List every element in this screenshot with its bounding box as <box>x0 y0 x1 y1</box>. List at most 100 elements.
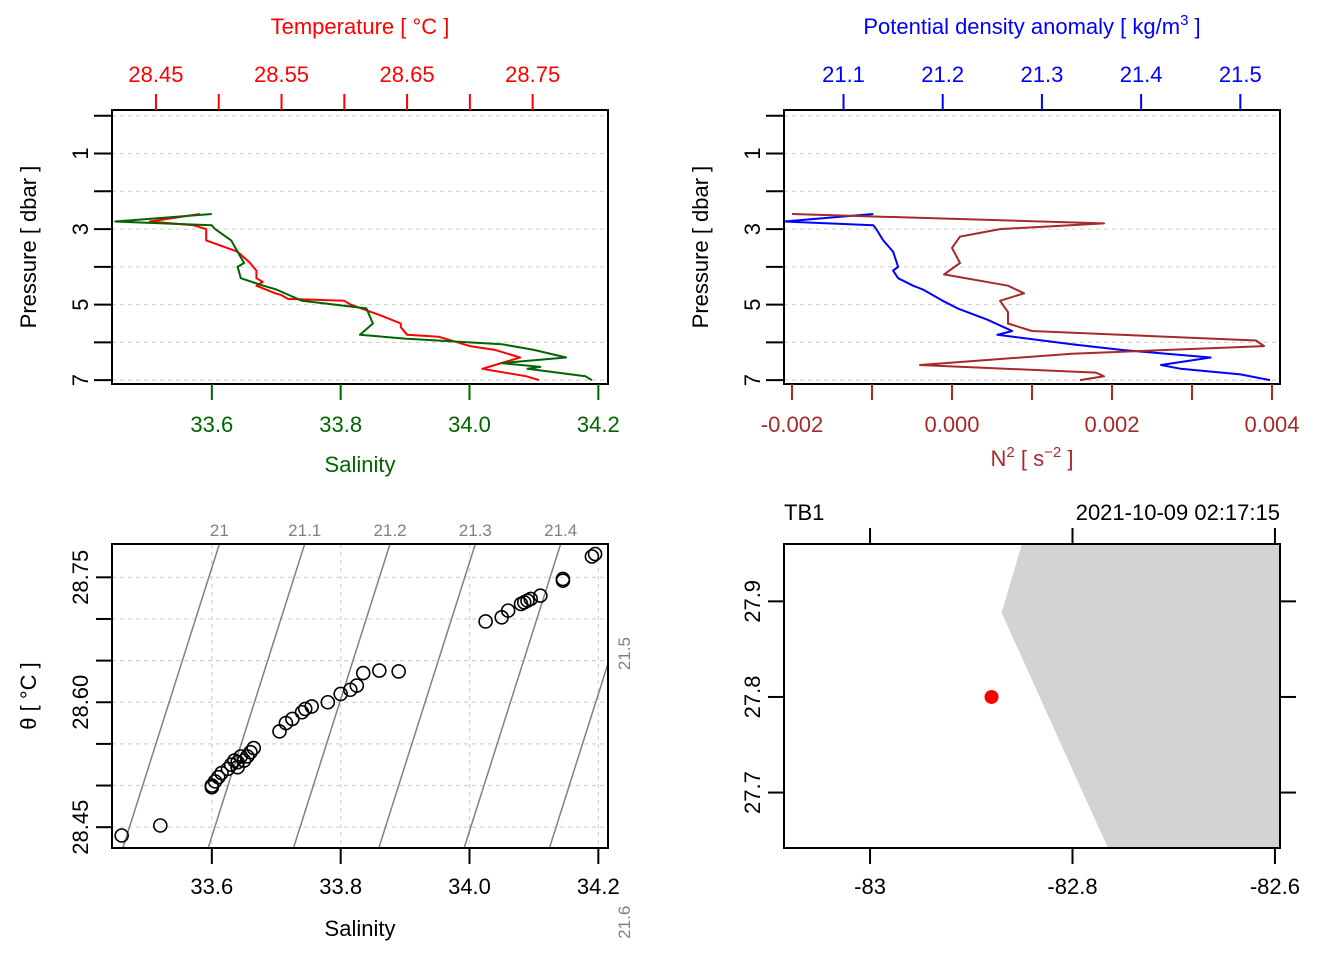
n2-axis-label: N2 [ s−2 ] <box>991 444 1074 471</box>
longitude-tick-label: -82.6 <box>1250 874 1300 899</box>
salinity-tick-label: 33.6 <box>190 874 233 899</box>
longitude-tick-label: -82.8 <box>1047 874 1097 899</box>
pressure-tick-label: 3 <box>740 223 765 235</box>
ts-data-point <box>272 724 287 739</box>
ts-data-point <box>555 571 571 587</box>
density-tick-label: 21.5 <box>1219 62 1262 87</box>
isopycnal-line <box>378 544 477 848</box>
salinity-profile-line <box>114 213 593 381</box>
theta-axis-label: θ [ °C ] <box>16 662 41 729</box>
n2-axis-label-superscript: 2 <box>1006 444 1014 461</box>
salinity-tick-label: 33.8 <box>319 874 362 899</box>
isopycnal-label: 21.4 <box>544 521 577 540</box>
latitude-tick-label: 27.7 <box>740 771 765 814</box>
density-tick-label: 21.2 <box>921 62 964 87</box>
temperature-profile-line <box>148 213 540 382</box>
density-axis-label-end: ] <box>1188 14 1200 39</box>
ts-data-point <box>204 779 220 795</box>
density-axis-label-text: Potential density anomaly [ kg/m <box>863 14 1180 39</box>
temperature-tick-label: 28.45 <box>128 62 183 87</box>
station-marker <box>984 689 999 704</box>
theta-tick-label: 28.75 <box>68 550 93 605</box>
n2-axis-unit-end: ] <box>1061 446 1073 471</box>
theta-tick-label: 28.60 <box>68 675 93 730</box>
station-map-panel: -83 -82.8 -82.6 27.7 27.8 27.9 TB1 2021-10-09 0… <box>740 500 1300 899</box>
latitude-tick-label: 27.8 <box>740 676 765 719</box>
isopycnal-label: 21 <box>210 521 229 540</box>
pressure-tick-label: 5 <box>68 298 93 310</box>
ts-data-point <box>285 711 300 727</box>
n2-tick-label: 0.000 <box>924 412 979 437</box>
ts-data-point <box>372 663 387 678</box>
ts-data-point <box>500 603 516 618</box>
temperature-tick-label: 28.75 <box>505 62 560 87</box>
latitude-tick-label: 27.9 <box>740 580 765 623</box>
ts-data-point <box>349 678 365 693</box>
ts-data-point <box>233 749 249 764</box>
ts-data-point <box>210 769 226 785</box>
n2-tick-label: 0.004 <box>1244 412 1299 437</box>
n2-tick-label: -0.002 <box>761 412 823 437</box>
ts-data-point <box>297 701 313 717</box>
station-timestamp-label: 2021-10-09 02:17:15 <box>1076 500 1280 525</box>
salinity-axis-label: Salinity <box>325 916 396 941</box>
pressure-axis-label: Pressure [ dbar ] <box>16 166 41 329</box>
ts-data-point <box>114 828 129 843</box>
isopycnal-line <box>292 544 391 848</box>
salinity-tick-label: 34.2 <box>577 412 620 437</box>
density-tick-label: 21.4 <box>1120 62 1163 87</box>
ts-data-point <box>533 588 548 603</box>
ts-diagram-panel: 21 21.1 21.2 21.3 21.4 21.5 21.6 33.6 33.8 34.0 34… <box>16 502 745 941</box>
salinity-tick-label: 34.2 <box>577 874 620 899</box>
isopycnal-group <box>122 502 745 889</box>
ts-data-point <box>523 591 539 607</box>
plot-frame <box>111 543 609 849</box>
n2-tick-label: 0.002 <box>1084 412 1139 437</box>
n2-axis-unit-superscript: −2 <box>1044 444 1061 461</box>
longitude-tick-label: -83 <box>854 874 886 899</box>
density-axis-label: Potential density anomaly [ kg/m3 ] <box>863 12 1200 39</box>
pressure-tick-label: 7 <box>68 374 93 386</box>
isopycnal-line <box>548 661 608 848</box>
salinity-axis-label: Salinity <box>325 452 396 477</box>
ts-data-point <box>587 546 603 562</box>
ts-data-point <box>223 757 239 773</box>
temperature-tick-label: 28.55 <box>254 62 309 87</box>
ts-data-point <box>391 664 406 679</box>
density-tick-label: 21.1 <box>822 62 865 87</box>
ts-data-point <box>478 614 493 629</box>
theta-tick-label: 28.45 <box>68 800 93 855</box>
n2-axis-unit: [ s <box>1015 446 1044 471</box>
ts-data-point <box>243 744 258 760</box>
ts-data-point <box>246 740 262 756</box>
ts-data-point <box>153 818 168 833</box>
salinity-tick-label: 34.0 <box>448 874 491 899</box>
ts-data-point <box>320 694 336 710</box>
density-profile-panel: 1 3 5 7 Pressure [ dbar ] 21.1 21.2 21.3 21.4 21.… <box>688 12 1300 471</box>
salinity-tick-label: 34.0 <box>448 412 491 437</box>
isopycnal-line <box>122 544 221 848</box>
temperature-tick-label: 28.65 <box>380 62 435 87</box>
isopycnal-label: 21.3 <box>459 521 492 540</box>
density-tick-label: 21.3 <box>1021 62 1064 87</box>
isopycnal-label: 21.1 <box>288 521 321 540</box>
isopycnal-line <box>207 544 306 848</box>
pressure-tick-label: 7 <box>740 374 765 386</box>
isopycnal-label: 21.2 <box>373 521 406 540</box>
ts-data-point <box>584 549 600 564</box>
station-name-label: TB1 <box>784 500 824 525</box>
ts-data-point <box>304 699 319 714</box>
ts-data-point <box>333 686 348 702</box>
isopycnal-line <box>622 502 745 889</box>
density-profile-line <box>783 213 1271 382</box>
pressure-tick-label: 1 <box>740 147 765 159</box>
ts-data-point <box>294 704 310 720</box>
n2-axis-label-text: N <box>991 446 1007 471</box>
salinity-tick-label: 33.6 <box>190 412 233 437</box>
isopycnal-label: 21.5 <box>615 637 634 670</box>
n2-profile-line <box>791 213 1265 382</box>
ts-profile-panel: 1 3 5 7 Pressure [ dbar ] 28.45 28.55 28.65 28.7… <box>16 14 620 477</box>
pressure-axis-label: Pressure [ dbar ] <box>688 166 713 329</box>
density-axis-label-superscript: 3 <box>1180 12 1188 29</box>
